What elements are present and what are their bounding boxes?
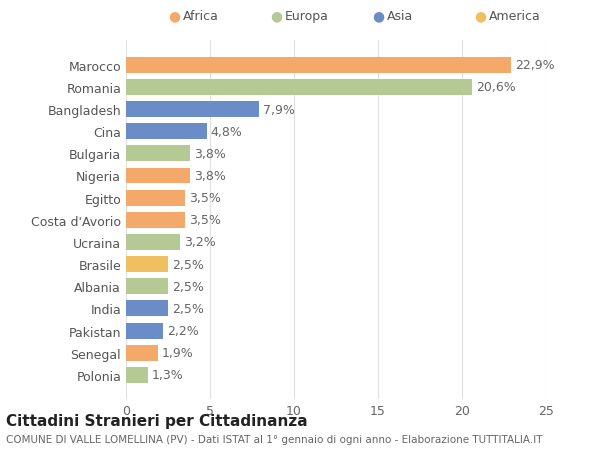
Bar: [126, 279, 168, 295]
Text: Cittadini Stranieri per Cittadinanza: Cittadini Stranieri per Cittadinanza: [6, 413, 308, 428]
Bar: [126, 57, 511, 73]
Bar: [126, 190, 185, 206]
Text: Africa: Africa: [183, 10, 219, 22]
Text: 1,3%: 1,3%: [152, 369, 184, 381]
Text: ●: ●: [270, 9, 282, 23]
Text: 7,9%: 7,9%: [263, 103, 295, 116]
Bar: [126, 235, 180, 251]
Text: Europa: Europa: [285, 10, 329, 22]
Bar: [126, 102, 259, 118]
Text: ●: ●: [372, 9, 384, 23]
Bar: [126, 301, 168, 317]
Text: 2,5%: 2,5%: [172, 302, 204, 315]
Text: ●: ●: [168, 9, 180, 23]
Text: 2,5%: 2,5%: [172, 258, 204, 271]
Text: 1,9%: 1,9%: [162, 347, 194, 359]
Text: 3,8%: 3,8%: [194, 170, 226, 183]
Text: 3,2%: 3,2%: [184, 236, 216, 249]
Text: Asia: Asia: [387, 10, 413, 22]
Text: 20,6%: 20,6%: [476, 81, 516, 94]
Bar: [126, 345, 158, 361]
Bar: [126, 213, 185, 228]
Text: 3,8%: 3,8%: [194, 147, 226, 161]
Text: 3,5%: 3,5%: [189, 192, 221, 205]
Bar: [126, 257, 168, 273]
Bar: [126, 80, 472, 95]
Bar: [126, 323, 163, 339]
Text: 3,5%: 3,5%: [189, 214, 221, 227]
Bar: [126, 168, 190, 184]
Text: 2,5%: 2,5%: [172, 280, 204, 293]
Text: America: America: [489, 10, 541, 22]
Text: COMUNE DI VALLE LOMELLINA (PV) - Dati ISTAT al 1° gennaio di ogni anno - Elabora: COMUNE DI VALLE LOMELLINA (PV) - Dati IS…: [6, 434, 542, 444]
Text: 22,9%: 22,9%: [515, 59, 554, 72]
Text: ●: ●: [474, 9, 486, 23]
Bar: [126, 146, 190, 162]
Bar: [126, 124, 206, 140]
Text: 4,8%: 4,8%: [211, 125, 243, 138]
Bar: [126, 367, 148, 383]
Text: 2,2%: 2,2%: [167, 325, 199, 337]
